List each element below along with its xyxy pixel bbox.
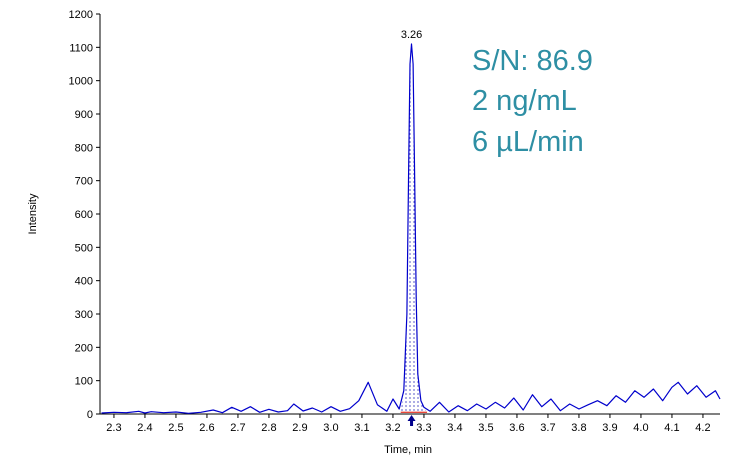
- x-tick-label: 2.8: [261, 422, 276, 434]
- annotation-signal-to-noise: S/N: 86.9: [472, 45, 593, 77]
- y-tick-label: 400: [75, 276, 93, 288]
- y-tick-label: 1200: [69, 9, 93, 21]
- y-tick-label: 600: [75, 209, 93, 221]
- x-tick-label: 3.3: [416, 422, 431, 434]
- x-tick-label: 4.0: [633, 422, 648, 434]
- x-tick-label: 3.9: [602, 422, 617, 434]
- y-tick-label: 700: [75, 176, 93, 188]
- x-tick-label: 3.0: [323, 422, 338, 434]
- x-tick-label: 2.5: [168, 422, 183, 434]
- x-tick-label: 2.9: [292, 422, 307, 434]
- annotation-block: S/N: 86.9 2 ng/mL 6 µL/min: [472, 45, 593, 158]
- y-tick-label: 1000: [69, 76, 93, 88]
- x-tick-label: 4.1: [664, 422, 679, 434]
- x-tick-label: 3.4: [447, 422, 462, 434]
- x-ticks: 2.3 2.4 2.5 2.6 2.7 2.8 2.9 3.0 3.1 3.2 3.3 3.4 3.5 3…: [106, 414, 711, 434]
- peak-area-fill: [400, 44, 428, 413]
- y-tick-label: 300: [75, 309, 93, 321]
- peak-area: [400, 44, 428, 414]
- x-tick-label: 3.7: [540, 422, 555, 434]
- arrow-stem: [410, 421, 414, 426]
- series-group: [101, 43, 721, 414]
- x-tick-label: 3.6: [509, 422, 524, 434]
- x-tick-label: 3.2: [385, 422, 400, 434]
- y-tick-label: 800: [75, 142, 93, 154]
- peak-marker-icon: [407, 415, 416, 426]
- x-tick-label: 3.5: [478, 422, 493, 434]
- y-tick-label: 100: [75, 376, 93, 388]
- x-axis-title: Time, min: [384, 444, 432, 456]
- x-tick-label: 4.2: [695, 422, 710, 434]
- series-line: [101, 43, 721, 414]
- arrow-up-icon: [407, 415, 416, 421]
- y-tick-label: 200: [75, 342, 93, 354]
- y-tick-label: 1100: [69, 42, 93, 54]
- x-tick-label: 3.1: [354, 422, 369, 434]
- annotation-flow-rate: 6 µL/min: [472, 126, 584, 158]
- y-ticks: 0 100 200 300 400 500 600 700 800 900 1000 1100 1200: [69, 9, 100, 421]
- x-tick-label: 2.4: [137, 422, 152, 434]
- y-axis-title: Intensity: [27, 193, 39, 234]
- x-tick-label: 2.3: [106, 422, 121, 434]
- x-tick-label: 3.8: [571, 422, 586, 434]
- y-tick-label: 500: [75, 242, 93, 254]
- x-tick-label: 2.7: [230, 422, 245, 434]
- y-tick-label: 0: [87, 409, 93, 421]
- peak-label: 3.26: [401, 29, 422, 41]
- x-tick-label: 2.6: [199, 422, 214, 434]
- y-tick-label: 900: [75, 109, 93, 121]
- annotation-concentration: 2 ng/mL: [472, 85, 577, 117]
